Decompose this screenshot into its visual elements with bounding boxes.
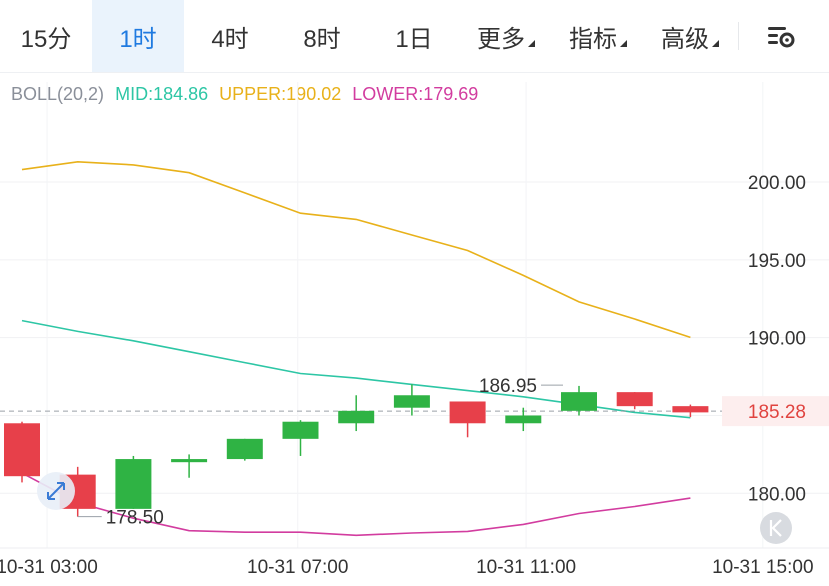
jump-to-latest-glyph — [769, 519, 782, 537]
low-price-label: 178.50 — [106, 508, 164, 529]
tab-label: 1日 — [395, 25, 433, 53]
jump-to-latest-icon — [760, 512, 792, 544]
tab-label: 更多 — [477, 25, 525, 53]
y-tick-label: 190.00 — [748, 329, 806, 350]
y-tick-label: 195.00 — [748, 251, 806, 272]
dropdown-caret-icon — [528, 39, 535, 47]
chart-settings-icon — [768, 27, 795, 48]
candle-body — [282, 421, 319, 439]
x-tick-label: 10-31 11:00 — [476, 557, 576, 578]
tab-label: 8时 — [303, 25, 341, 53]
candle-body — [505, 415, 542, 424]
boll-lower-line — [21, 472, 691, 537]
expand-arrows-glyph — [47, 482, 65, 500]
boll-mid: MID:184.86 — [115, 84, 209, 104]
x-tick-label: 10-31 03:00 — [0, 557, 98, 578]
current-price-tag — [722, 396, 829, 427]
boll-name: BOLL(20,2) — [11, 84, 105, 104]
boll-upper-line — [21, 160, 691, 339]
boll-lower: LOWER:179.69 — [352, 84, 479, 104]
candle-body — [672, 406, 709, 413]
tab-15min[interactable]: 15分 — [0, 0, 92, 72]
tab-4h[interactable]: 4时 — [184, 0, 276, 72]
candle-body — [561, 392, 597, 411]
tab-1h[interactable]: 1时 — [92, 0, 184, 72]
tab-label: 15分 — [20, 25, 72, 53]
tab-indicators[interactable]: 指标 — [552, 0, 644, 72]
tab-label: 指标 — [569, 25, 617, 53]
tab-1d[interactable]: 1日 — [368, 0, 460, 72]
timeframe-toolbar: 15分 1时 4时 8时 1日 更多 指标 高级 — [0, 0, 829, 73]
x-tick-label: 10-31 07:00 — [247, 557, 348, 578]
toolbar-divider — [738, 22, 739, 50]
candle-body — [226, 438, 263, 460]
current-price-label: 185.28 — [748, 402, 806, 423]
dropdown-caret-icon — [620, 39, 627, 47]
tab-8h[interactable]: 8时 — [276, 0, 368, 72]
candle-body — [449, 401, 486, 424]
y-tick-label: 200.00 — [748, 173, 806, 194]
x-tick-label: 10-31 15:00 — [712, 557, 813, 578]
high-price-label: 186.95 — [479, 376, 537, 397]
y-tick-label: 180.00 — [748, 484, 806, 505]
tab-more[interactable]: 更多 — [460, 0, 552, 72]
candle-body — [171, 459, 208, 463]
dropdown-caret-icon — [712, 39, 719, 47]
chart-settings-button[interactable] — [760, 18, 800, 54]
tab-label: 高级 — [661, 25, 709, 53]
jump-to-latest-button[interactable] — [760, 512, 792, 544]
candle-body — [4, 423, 40, 477]
candle-body — [616, 392, 653, 407]
boll-legend: BOLL(20,2) MID:184.86 UPPER:190.02 LOWER… — [11, 84, 484, 105]
tab-label: 4时 — [211, 25, 249, 53]
tab-advanced[interactable]: 高级 — [644, 0, 736, 72]
candle-body — [338, 410, 375, 424]
expand-arrows-button[interactable] — [37, 472, 75, 510]
candle-body — [115, 459, 152, 509]
boll-upper: UPPER:190.02 — [219, 84, 342, 104]
tab-label: 1时 — [119, 25, 157, 53]
candle-body — [393, 395, 430, 408]
